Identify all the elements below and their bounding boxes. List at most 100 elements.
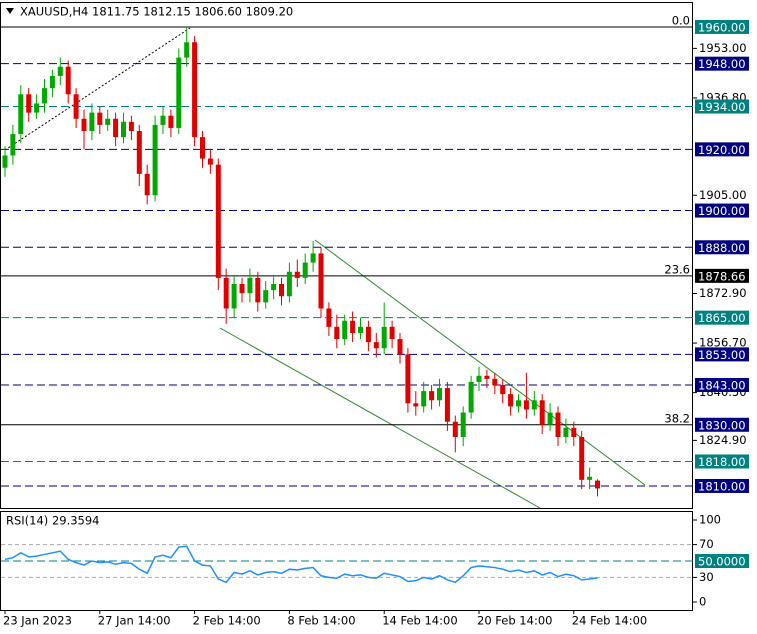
candle-body bbox=[334, 326, 340, 340]
chart-title: XAUUSD,H4 1811.75 1812.15 1806.60 1809.2… bbox=[20, 5, 293, 19]
candle-body bbox=[555, 412, 561, 438]
level-label-bg bbox=[695, 377, 749, 392]
candle-body bbox=[263, 290, 269, 303]
level-label-bg bbox=[695, 19, 749, 34]
fib-label: 23.6 bbox=[664, 262, 690, 276]
candle-body bbox=[460, 412, 466, 438]
candle-body bbox=[563, 427, 569, 438]
candle-body bbox=[97, 112, 103, 125]
level-label-bg bbox=[695, 347, 749, 362]
rsi-level-label: 50.0000 bbox=[698, 555, 746, 569]
candle-body bbox=[516, 400, 521, 407]
level-label: 1818.00 bbox=[698, 455, 746, 469]
candle-body bbox=[484, 375, 490, 379]
candle-body bbox=[239, 284, 245, 294]
channel-lower bbox=[219, 327, 541, 509]
candle-body bbox=[539, 400, 545, 425]
candle-body bbox=[113, 118, 119, 138]
level-label: 1920.00 bbox=[698, 143, 746, 157]
candle-body bbox=[207, 158, 213, 165]
candle-body bbox=[350, 320, 356, 333]
y-tick-label: 1953.00 bbox=[699, 41, 747, 55]
y-tick-label: 1872.90 bbox=[699, 286, 747, 300]
candle-body bbox=[231, 284, 237, 309]
candle-body bbox=[468, 381, 474, 413]
level-label: 1900.00 bbox=[698, 204, 746, 218]
candle-body bbox=[223, 277, 229, 309]
candle-body bbox=[105, 118, 111, 125]
candle-body bbox=[247, 277, 253, 294]
y-tick-label: 1905.00 bbox=[699, 188, 747, 202]
level-label-bg bbox=[695, 478, 749, 493]
level-label-bg bbox=[695, 240, 749, 255]
candle-body bbox=[286, 271, 292, 297]
candle-body bbox=[192, 42, 198, 138]
candle-body bbox=[365, 326, 371, 343]
y-tick-label: 1856.70 bbox=[699, 336, 747, 350]
candle-body bbox=[397, 339, 403, 355]
candle-body bbox=[429, 391, 435, 401]
rsi-y-tick-label: 0 bbox=[699, 595, 706, 609]
candle-body bbox=[176, 57, 182, 128]
candle-body bbox=[302, 262, 308, 278]
candle-body bbox=[144, 173, 150, 196]
level-label-bg bbox=[695, 417, 749, 432]
candle-body bbox=[389, 326, 395, 340]
candle-body bbox=[523, 400, 529, 410]
candle-body bbox=[373, 342, 379, 349]
candle-body bbox=[121, 121, 126, 138]
level-label-bg bbox=[695, 203, 749, 218]
channel-upper bbox=[314, 239, 646, 486]
fib-label: 38.2 bbox=[664, 411, 690, 425]
candle-body bbox=[271, 284, 277, 291]
candle-body bbox=[579, 437, 585, 480]
trend-line bbox=[4, 27, 191, 151]
candle-body bbox=[413, 403, 419, 407]
candle-body bbox=[421, 391, 427, 407]
candle-body bbox=[492, 378, 498, 385]
candle-body bbox=[452, 421, 458, 438]
level-label: 1853.00 bbox=[698, 348, 746, 362]
candle-body bbox=[571, 427, 577, 438]
candle-body bbox=[200, 137, 205, 159]
candle-body bbox=[547, 412, 553, 425]
candle-body bbox=[476, 375, 482, 382]
candle-body bbox=[279, 284, 284, 297]
candle-body bbox=[18, 94, 24, 135]
candle-body bbox=[57, 66, 63, 76]
candle-body bbox=[136, 130, 142, 174]
x-tick-label: 8 Feb 14:00 bbox=[287, 614, 355, 628]
level-label: 1934.00 bbox=[698, 100, 746, 114]
x-tick-label: 23 Jan 2023 bbox=[3, 614, 72, 628]
candle-body bbox=[405, 354, 411, 404]
level-label-bg bbox=[695, 454, 749, 469]
candle-body bbox=[381, 326, 387, 349]
candle-body bbox=[34, 103, 40, 113]
main-frame bbox=[0, 2, 693, 509]
level-label-bg bbox=[695, 310, 749, 325]
candle-body bbox=[318, 253, 324, 309]
rsi-y-tick-label: 70 bbox=[699, 537, 714, 551]
candle-body bbox=[10, 134, 16, 156]
level-label-bg bbox=[695, 142, 749, 157]
x-tick-label: 14 Feb 14:00 bbox=[382, 614, 457, 628]
candle-body bbox=[128, 121, 134, 131]
candle-body bbox=[73, 94, 79, 119]
candle-body bbox=[255, 277, 261, 303]
candle-body bbox=[168, 115, 174, 128]
y-tick-label: 1824.90 bbox=[699, 433, 747, 447]
candle-body bbox=[587, 476, 593, 480]
level-label-bg bbox=[695, 268, 749, 283]
menu-arrow[interactable] bbox=[6, 8, 14, 14]
level-label-bg bbox=[695, 99, 749, 114]
candle-body bbox=[65, 66, 71, 95]
x-tick-label: 27 Jan 14:00 bbox=[98, 614, 171, 628]
level-label: 1810.00 bbox=[698, 479, 746, 493]
candle-body bbox=[81, 118, 87, 131]
candle-body bbox=[160, 115, 166, 125]
x-tick-label: 2 Feb 14:00 bbox=[193, 614, 261, 628]
candle-body bbox=[358, 326, 363, 333]
candle-body bbox=[437, 388, 442, 401]
